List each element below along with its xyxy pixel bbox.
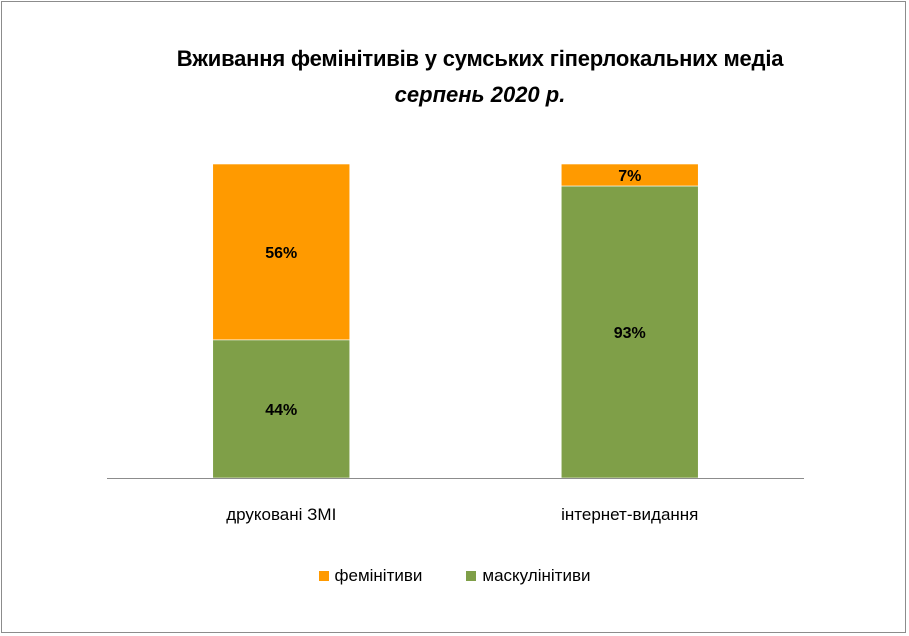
legend-item-feminitives: фемінітиви bbox=[318, 566, 423, 586]
bar-feminitives-1 bbox=[560, 163, 699, 187]
category-label-1: інтернет-видання bbox=[561, 505, 698, 524]
legend: фемінітиви маскулінітиви bbox=[0, 566, 909, 586]
legend-swatch-feminitives bbox=[318, 571, 329, 581]
category-label-0: друковані ЗМІ bbox=[226, 505, 336, 524]
legend-label-feminitives: фемінітиви bbox=[334, 566, 423, 585]
legend-swatch-masculinitives bbox=[466, 571, 477, 581]
legend-label-masculinitives: маскулінітиви bbox=[482, 566, 591, 585]
data-label-masculinitives-1: 93% bbox=[614, 325, 646, 342]
data-label-feminitives-1: 7% bbox=[618, 168, 641, 185]
chart-title: Вживання фемінітивів у сумських гіперлок… bbox=[176, 46, 784, 71]
data-label-feminitives-0: 56% bbox=[265, 245, 297, 262]
chart-subtitle: серпень 2020 р. bbox=[394, 82, 566, 107]
bar-feminitives-0 bbox=[212, 163, 351, 341]
bar-masculinitives-0 bbox=[212, 339, 351, 479]
legend-item-masculinitives: маскулінітиви bbox=[466, 566, 590, 586]
data-label-masculinitives-0: 44% bbox=[265, 402, 297, 419]
